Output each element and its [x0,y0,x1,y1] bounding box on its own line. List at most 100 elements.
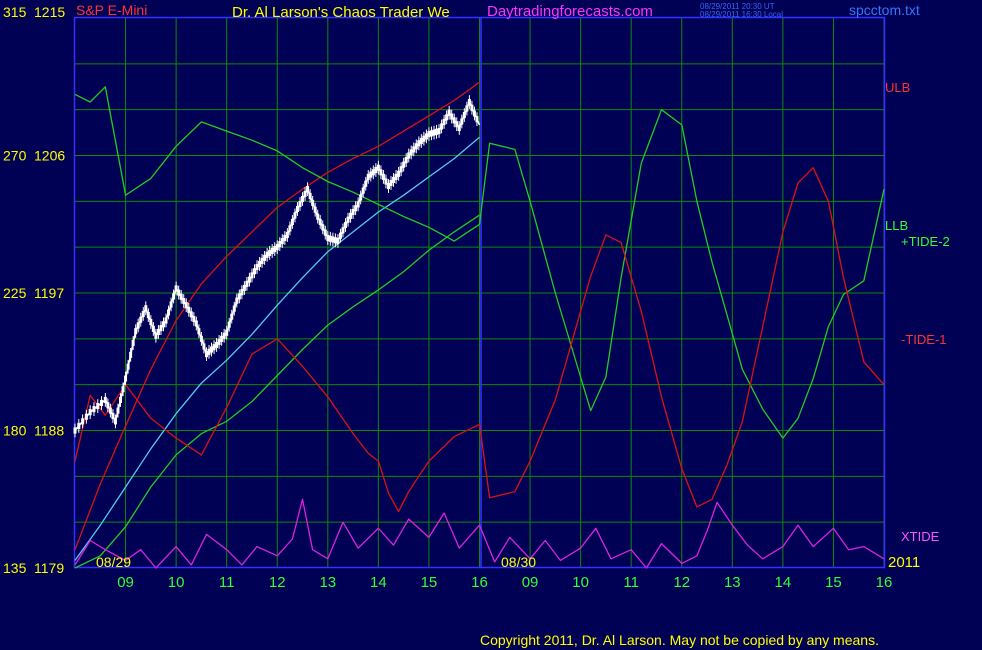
price-bar-body [106,402,110,409]
x-tick-hour: 12 [673,574,690,591]
price-bar-body [384,178,388,185]
price-bar-body [462,111,466,119]
x-tick-hour: 13 [319,574,336,591]
price-bar-body [338,232,342,239]
price-bar-body [429,130,433,137]
price-bar-body [187,306,191,313]
tide-plus-line [74,86,885,439]
copyright-footer: Copyright 2011, Dr. Al Larson. May not b… [480,632,879,648]
x-tick-hour: 15 [825,574,842,591]
price-bar-body [126,363,130,370]
x-tick-hour: 10 [168,574,185,591]
price-bar-body [116,407,120,414]
price-bar-body [96,403,100,410]
timestamp-local: 08/29/2011 16:30 Local [700,10,783,19]
price-bar-body [293,212,297,219]
price-bar-body [149,318,153,326]
x-tick-hour: 13 [724,574,741,591]
price-bar-body [316,213,320,220]
price-bar-body [240,289,244,296]
legend-tide-minus: -TIDE-1 [901,332,947,347]
price-bar-body [273,246,277,253]
price-bar-body [417,140,421,147]
x-tick-hour: 11 [623,574,639,591]
price-bar-body [242,284,246,292]
price-bar-body [308,192,312,200]
price-bar-body [136,322,140,329]
price-bar-body [399,166,403,173]
llb-line [74,214,480,569]
price-bar-body [247,276,251,283]
price-bar-body [161,321,165,328]
price-bar-body [207,348,211,355]
price-bar-body [404,157,408,164]
price-bar-body [278,241,282,248]
price-bar-body [389,179,393,187]
date-label-day1: 08/29 [96,554,131,570]
price-bar-body [295,205,299,213]
price-bar-body [356,201,360,208]
y-tick-price: 1188 [34,423,64,439]
price-bar-body [379,169,383,176]
x-tick-hour: 10 [572,574,589,591]
price-bar-body [144,305,148,312]
x-tick-hour: 16 [471,574,488,591]
y-tick-left: 180 [3,423,27,439]
y-tick-price: 1179 [34,560,64,576]
price-bar-body [280,238,284,245]
price-bar-body [447,109,451,116]
price-bar-body [179,293,183,300]
price-bar-body [270,247,274,255]
price-bar-body [344,221,348,229]
chaos-trader-title: Dr. Al Larson's Chaos Trader We [232,4,450,21]
price-bar-body [217,338,221,345]
price-bar-body [341,227,345,234]
price-bar-body [419,137,423,145]
price-bar-body [232,305,236,312]
price-bar-body [460,118,464,125]
price-bar-body [440,123,444,130]
price-bar-body [354,205,358,212]
price-bar-body [313,206,317,213]
website-link[interactable]: Daytradingforecasts.com [487,3,653,20]
x-tick-hour: 11 [219,574,235,591]
x-tick-hour: 14 [775,574,792,591]
price-bar-body [328,235,332,242]
price-bar-body [111,412,115,420]
price-bar-body [245,280,249,287]
price-bar-body [323,229,327,236]
price-bar-body [432,129,436,136]
price-bar-body [475,116,479,123]
y-tick-left: 135 [3,560,27,576]
x-tick-hour: 16 [876,574,893,591]
price-bar-body [452,117,456,124]
file-name: spcctom.txt [849,2,920,18]
price-bar-body [210,346,214,353]
price-bar-body [333,237,337,244]
price-bar-body [407,152,411,159]
price-bar-body [414,143,418,150]
price-bar-body [445,114,449,121]
price-bar-body [192,315,196,323]
price-bar-body [303,191,307,198]
price-bar-body [199,335,203,342]
price-bar-body [156,328,160,336]
price-bar-body [311,199,315,206]
price-bar-body [412,146,416,153]
price-bar-body [318,218,322,226]
price-bar-body [134,328,138,335]
price-bar-body [177,289,181,296]
year-label: 2011 [888,554,920,571]
price-bar-body [268,249,272,256]
price-bar-body [227,321,231,328]
price-bar-body [331,236,335,243]
y-tick-left: 270 [3,148,27,164]
price-bar-body [108,407,112,414]
price-bar-body [197,328,201,335]
y-label-top-price: 1215 [34,4,65,20]
price-bar-body [290,218,294,226]
price-bar-body [77,422,81,429]
price-bar-body [371,169,375,176]
price-bar-body [467,98,471,106]
x-tick-hour: 15 [421,574,438,591]
